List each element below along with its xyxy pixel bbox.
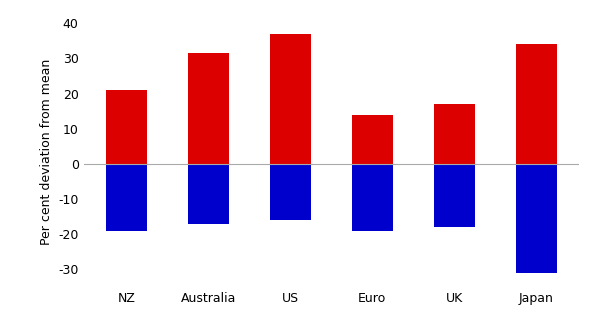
- Bar: [433, 104, 475, 164]
- Bar: [188, 164, 229, 224]
- Bar: [433, 164, 475, 227]
- Bar: [516, 164, 556, 273]
- Bar: [270, 164, 311, 220]
- Bar: [106, 164, 147, 231]
- Bar: [188, 53, 229, 164]
- Bar: [352, 164, 393, 231]
- Bar: [106, 90, 147, 164]
- Bar: [516, 44, 556, 164]
- Y-axis label: Per cent deviation from mean: Per cent deviation from mean: [40, 58, 53, 245]
- Bar: [270, 34, 311, 164]
- Bar: [352, 115, 393, 164]
